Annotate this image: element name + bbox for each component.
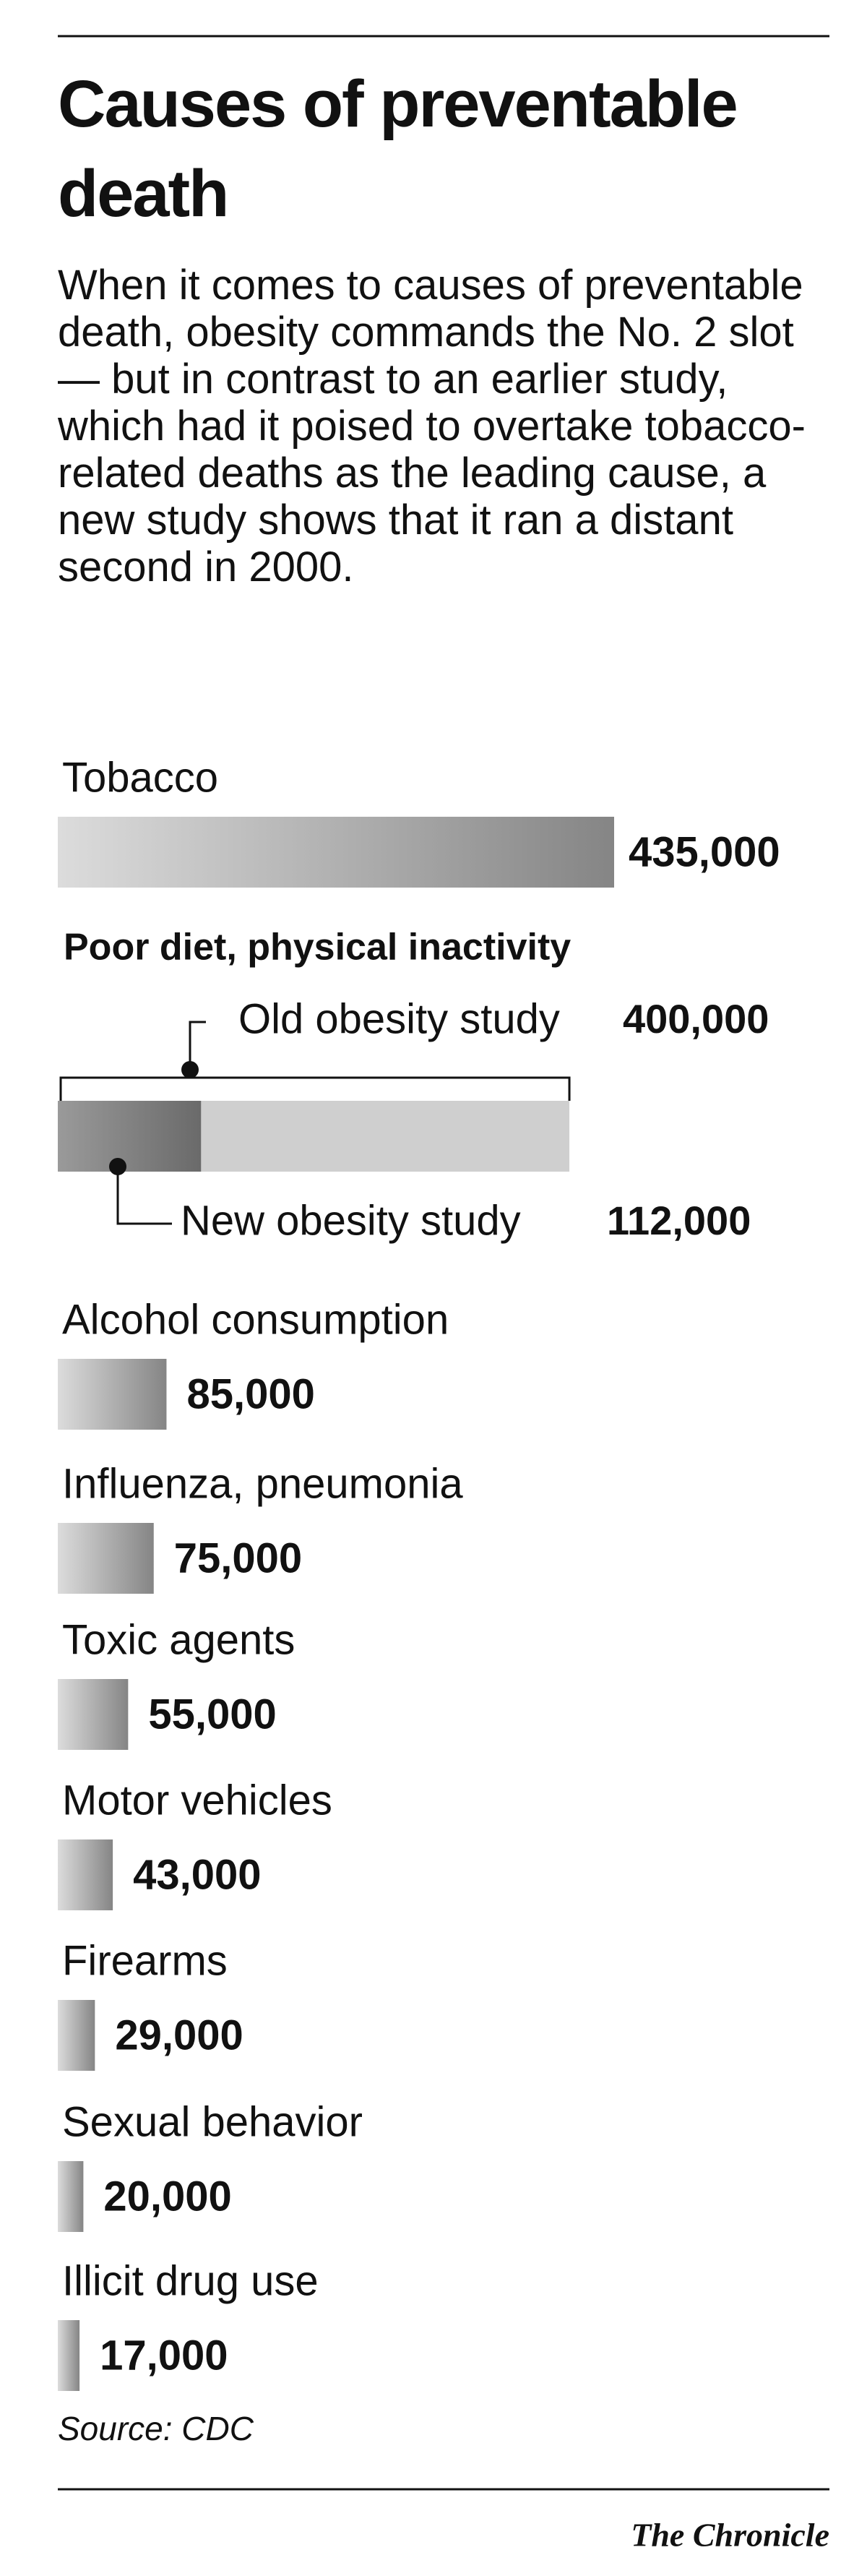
category-label: Tobacco — [62, 754, 218, 801]
old-study-leader — [189, 1021, 206, 1070]
value-label: 85,000 — [186, 1370, 314, 1417]
bar — [58, 2320, 80, 2391]
bar — [58, 1359, 167, 1430]
old-study-name: Old obesity study — [238, 995, 560, 1042]
new-study-leader — [116, 1167, 172, 1225]
bar — [58, 1839, 113, 1910]
value-label: 43,000 — [133, 1851, 261, 1898]
value-label: 17,000 — [100, 2332, 228, 2379]
category-label: Sexual behavior — [62, 2098, 363, 2145]
bar — [58, 1679, 129, 1750]
category-label: Motor vehicles — [62, 1777, 332, 1824]
chart-subtitle: When it comes to causes of preventable d… — [58, 262, 806, 591]
value-label: 20,000 — [103, 2173, 231, 2220]
credit: The Chronicle — [631, 2517, 829, 2554]
bar — [58, 817, 614, 888]
value-label: 55,000 — [148, 1691, 276, 1738]
bar — [58, 2000, 95, 2071]
new-study-bar — [58, 1101, 202, 1172]
value-label: 435,000 — [629, 828, 780, 875]
new-study-value: 112,000 — [607, 1198, 751, 1243]
value-label: 29,000 — [115, 2012, 243, 2058]
value-label: 75,000 — [174, 1534, 302, 1581]
bar — [58, 2161, 84, 2232]
category-label: Toxic agents — [62, 1616, 295, 1663]
source: Source: CDC — [58, 2410, 254, 2447]
old-study-dot — [181, 1061, 199, 1078]
new-study-dot — [109, 1158, 126, 1175]
category-label: Poor diet, physical inactivity — [64, 927, 571, 969]
old-study-value: 400,000 — [623, 996, 769, 1042]
category-label: Illicit drug use — [62, 2257, 319, 2304]
category-label: Influenza, pneumonia — [62, 1460, 463, 1507]
category-label: Firearms — [62, 1937, 228, 1984]
new-study-name: New obesity study — [181, 1197, 521, 1244]
bar — [58, 1523, 154, 1594]
chart-title: Causes of preventable death — [58, 67, 738, 231]
old-study-bracket — [59, 1076, 571, 1101]
category-label: Alcohol consumption — [62, 1296, 449, 1343]
